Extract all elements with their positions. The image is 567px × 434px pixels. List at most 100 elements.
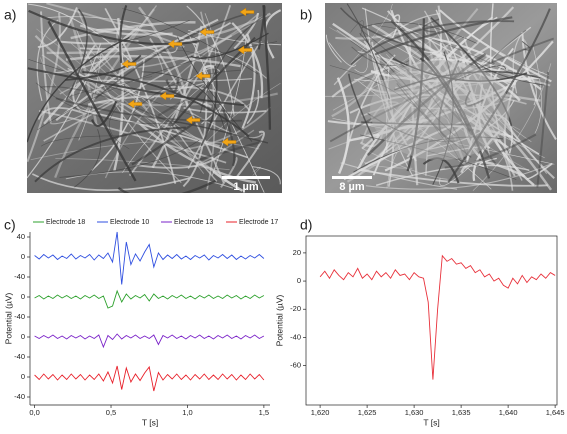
fiber	[117, 56, 132, 84]
fiber	[343, 54, 396, 164]
cell-body	[370, 60, 510, 160]
fiber	[521, 41, 531, 51]
fibers	[27, 3, 282, 193]
y-axis-label: Potential (µV)	[274, 294, 284, 346]
arrow	[159, 91, 175, 101]
fiber	[328, 85, 513, 150]
fiber	[452, 22, 550, 76]
arrows	[121, 7, 255, 147]
fiber	[390, 19, 491, 179]
fiber	[169, 67, 221, 100]
fiber	[350, 20, 364, 36]
charts: Electrode 18 Electrode 10 Electrode 13 Elec…	[3, 219, 564, 427]
fiber	[357, 98, 411, 170]
fiber	[439, 9, 552, 83]
fiber	[131, 119, 200, 166]
fiber	[108, 104, 130, 150]
y-tick-label: -40	[14, 312, 25, 321]
fiber	[371, 23, 553, 191]
fiber	[38, 109, 227, 164]
fiber	[532, 45, 542, 134]
fiber	[40, 86, 174, 125]
fiber	[65, 8, 88, 101]
fibers	[325, 3, 557, 191]
fiber	[87, 95, 212, 108]
y-tick-label: -40	[290, 332, 301, 341]
fiber	[521, 31, 557, 140]
arrow	[199, 27, 215, 37]
fiber	[34, 35, 220, 148]
y-tick-label: 0	[21, 332, 25, 341]
scale-bar	[332, 176, 372, 179]
fiber	[464, 51, 545, 86]
fiber	[394, 70, 541, 91]
fiber	[472, 130, 501, 182]
x-tick-label: 1,0	[182, 408, 192, 417]
y-tick-label: -40	[14, 352, 25, 361]
fiber	[460, 160, 526, 178]
fiber	[485, 113, 513, 154]
fiber	[37, 107, 85, 120]
fiber	[35, 82, 179, 125]
fiber	[351, 46, 410, 67]
fiber	[186, 5, 235, 116]
x-tick-label: 1,645	[546, 408, 565, 417]
x-tick-label: 0,5	[106, 408, 116, 417]
y-tick-label: 0	[21, 252, 25, 261]
fiber	[66, 76, 153, 98]
fiber	[122, 47, 253, 174]
fiber	[168, 120, 269, 144]
fiber	[484, 88, 541, 102]
fiber	[325, 34, 342, 63]
fiber	[364, 8, 414, 177]
fiber	[346, 3, 391, 99]
y-axis-label: Potential (µV)	[3, 292, 13, 344]
fiber	[328, 42, 357, 67]
x-axis-label: T [s]	[423, 417, 439, 427]
fiber	[359, 130, 384, 148]
fiber	[419, 57, 472, 132]
y-tick-label: 0	[21, 292, 25, 301]
fiber	[141, 71, 225, 129]
fiber	[361, 121, 470, 126]
legend-label: Electrode 17	[239, 219, 278, 226]
arrow	[239, 7, 255, 17]
fiber	[136, 120, 257, 184]
fiber	[478, 84, 491, 150]
fiber	[31, 173, 190, 192]
scale-bar	[222, 176, 270, 179]
trace	[34, 333, 265, 349]
fiber	[30, 140, 260, 161]
fiber	[357, 80, 492, 190]
panel-label: d)	[300, 217, 312, 233]
legend-label: Electrode 13	[174, 219, 213, 226]
fiber	[222, 109, 236, 167]
fiber	[59, 5, 158, 95]
fiber	[406, 70, 498, 166]
legend-label: Electrode 10	[110, 219, 149, 226]
fiber	[380, 25, 518, 77]
trace	[34, 289, 265, 309]
fiber	[329, 37, 555, 143]
fiber	[41, 54, 214, 171]
fiber	[27, 36, 130, 143]
fiber	[335, 21, 432, 40]
panel-label: b)	[300, 7, 312, 23]
y-tick-label: 0	[297, 276, 301, 285]
fiber	[340, 162, 458, 190]
arrow	[127, 99, 143, 109]
fiber	[426, 146, 484, 157]
fiber	[97, 92, 278, 107]
fiber	[465, 126, 477, 164]
fiber	[257, 4, 266, 50]
fiber	[74, 129, 101, 188]
y-tick-label: 40	[17, 232, 25, 241]
scale-bar-label: 8 µm	[339, 181, 365, 193]
fiber	[438, 60, 460, 139]
x-tick-label: 1,635	[452, 408, 471, 417]
fiber	[447, 8, 551, 184]
fiber	[127, 69, 242, 120]
fiber	[40, 57, 131, 123]
fiber	[59, 140, 200, 178]
